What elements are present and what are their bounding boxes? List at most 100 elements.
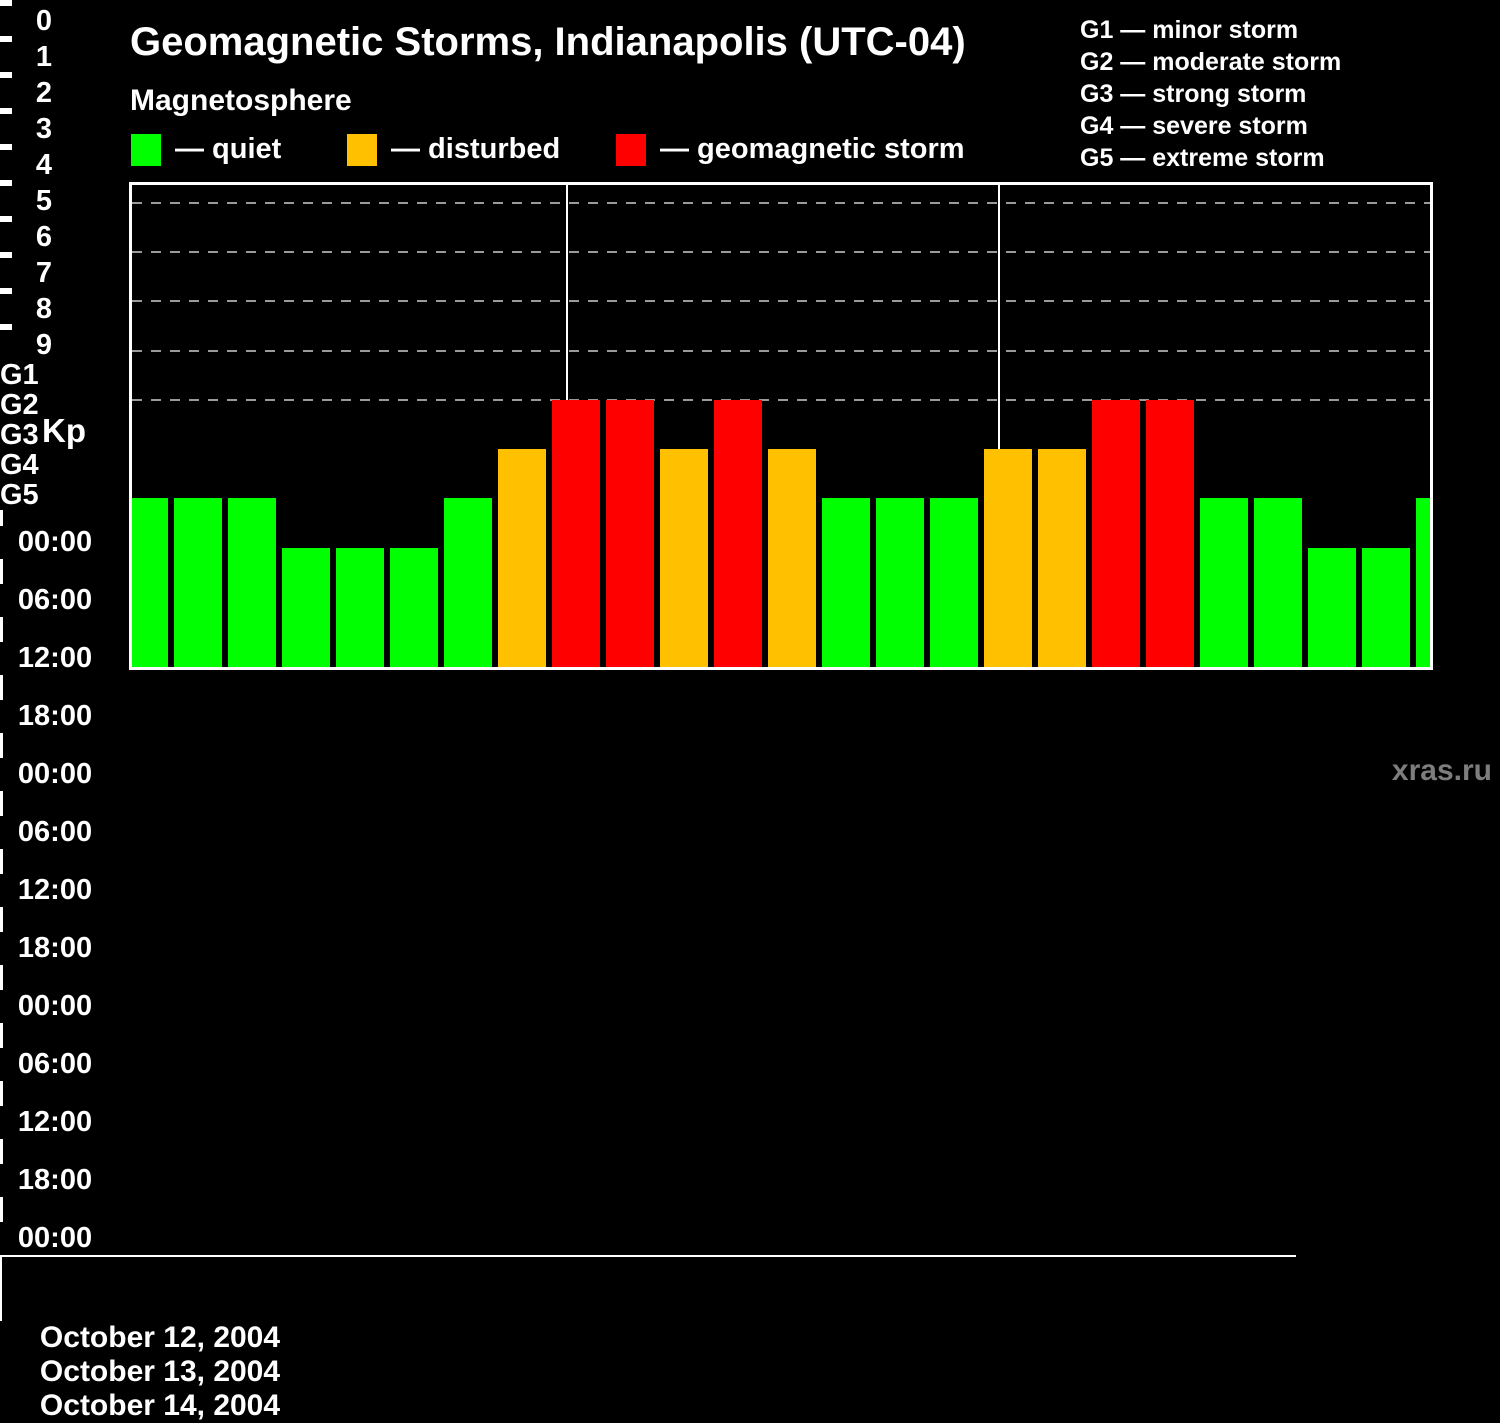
y-tick-right bbox=[0, 255, 12, 258]
kp-bar bbox=[930, 498, 978, 667]
x-tick-label: 18:00 bbox=[17, 1164, 93, 1196]
g-level-label-g1: G1 bbox=[0, 359, 39, 391]
kp-bar bbox=[660, 449, 708, 667]
g-level-label-g4: G4 bbox=[0, 449, 39, 481]
watermark: xras.ru bbox=[1391, 754, 1492, 787]
x-tick-label: 06:00 bbox=[17, 584, 93, 616]
x-tick bbox=[0, 568, 3, 584]
date-label: October 13, 2004 bbox=[39, 1355, 281, 1388]
legend-item-disturbed: — disturbed bbox=[347, 133, 560, 166]
x-tick bbox=[0, 510, 3, 526]
y-axis-label: Kp bbox=[42, 412, 86, 449]
disturbed-color-swatch bbox=[347, 133, 377, 166]
x-tick-label: 12:00 bbox=[17, 642, 93, 674]
x-tick-label: 00:00 bbox=[17, 758, 93, 790]
legend-item-quiet: — quiet bbox=[131, 133, 281, 166]
kp-bar bbox=[282, 547, 330, 667]
y-tick-left bbox=[0, 144, 12, 147]
x-tick bbox=[0, 1148, 3, 1164]
y-tick-right bbox=[0, 219, 12, 222]
kp-bar bbox=[876, 498, 924, 667]
kp-bar bbox=[984, 449, 1032, 667]
gridline-kp6 bbox=[132, 349, 1430, 352]
kp-bar bbox=[552, 399, 600, 667]
date-bracket-riser bbox=[0, 1257, 2, 1273]
y-tick-label: 4 bbox=[35, 149, 52, 181]
kp-bar bbox=[768, 449, 816, 667]
x-tick bbox=[0, 617, 3, 626]
day-separator-2 bbox=[998, 185, 1000, 667]
x-tick-label: 06:00 bbox=[17, 816, 93, 848]
kp-bar bbox=[132, 498, 168, 667]
y-tick-left bbox=[0, 216, 12, 219]
y-tick-left bbox=[0, 324, 12, 327]
kp-bar bbox=[1254, 498, 1302, 667]
x-tick-label: 00:00 bbox=[17, 1222, 93, 1254]
gridline-kp7 bbox=[132, 300, 1430, 303]
y-tick-left bbox=[0, 108, 12, 111]
x-tick bbox=[0, 849, 3, 858]
x-tick bbox=[0, 791, 3, 800]
x-tick bbox=[0, 1206, 3, 1222]
legend-label-quiet: — quiet bbox=[175, 133, 282, 165]
kp-bar bbox=[1146, 399, 1194, 667]
x-tick bbox=[0, 1023, 3, 1032]
storm-color-swatch bbox=[616, 133, 646, 166]
kp-bar bbox=[444, 498, 492, 667]
x-tick bbox=[0, 1139, 3, 1148]
y-tick-right bbox=[0, 3, 12, 6]
x-tick-label: 00:00 bbox=[17, 526, 93, 558]
g-level-label-g2: G2 bbox=[0, 389, 39, 421]
y-tick-label: 0 bbox=[35, 5, 52, 37]
y-tick-label: 7 bbox=[35, 257, 52, 289]
g-legend-line-g2: G2 — moderate storm bbox=[1080, 48, 1342, 76]
y-tick-right bbox=[0, 183, 12, 186]
g-level-label-g3: G3 bbox=[0, 419, 39, 451]
gridline-kp8 bbox=[132, 251, 1430, 254]
kp-bar bbox=[1092, 399, 1140, 667]
y-tick-label: 6 bbox=[35, 221, 52, 253]
x-tick bbox=[0, 800, 3, 816]
y-tick-label: 3 bbox=[35, 113, 52, 145]
y-tick-label: 9 bbox=[35, 329, 52, 361]
x-tick-label: 12:00 bbox=[17, 1106, 93, 1138]
kp-bar bbox=[390, 547, 438, 667]
g-legend-line-g5: G5 — extreme storm bbox=[1080, 144, 1325, 172]
date-bracket-riser bbox=[0, 1273, 2, 1289]
x-tick-label: 18:00 bbox=[17, 932, 93, 964]
g-legend-line-g3: G3 — strong storm bbox=[1080, 80, 1307, 108]
chart-subtitle: Magnetosphere bbox=[130, 84, 352, 117]
legend-label-storm: — geomagnetic storm bbox=[660, 133, 965, 165]
y-tick-label: 8 bbox=[35, 293, 52, 325]
g-legend-line-g4: G4 — severe storm bbox=[1080, 112, 1308, 140]
x-tick-label: 12:00 bbox=[17, 874, 93, 906]
x-tick bbox=[0, 742, 3, 758]
x-tick bbox=[0, 684, 3, 700]
x-tick bbox=[0, 626, 3, 642]
quiet-color-swatch bbox=[131, 133, 161, 166]
x-tick bbox=[0, 1032, 3, 1048]
y-tick-right bbox=[0, 327, 12, 330]
y-tick-right bbox=[0, 75, 12, 78]
x-tick bbox=[0, 559, 3, 568]
x-tick bbox=[0, 974, 3, 990]
g-legend-line-g1: G1 — minor storm bbox=[1080, 16, 1299, 44]
y-tick-left bbox=[0, 252, 12, 255]
kp-bar bbox=[498, 449, 546, 667]
date-bracket-riser bbox=[0, 1289, 2, 1305]
x-tick-label: 18:00 bbox=[17, 700, 93, 732]
kp-bar bbox=[1416, 498, 1430, 667]
y-tick-left bbox=[0, 0, 12, 3]
x-tick bbox=[0, 965, 3, 974]
x-tick bbox=[0, 1081, 3, 1090]
y-tick-left bbox=[0, 180, 12, 183]
x-tick bbox=[0, 1197, 3, 1206]
y-tick-label: 2 bbox=[35, 77, 52, 109]
kp-bar bbox=[1362, 547, 1410, 667]
x-tick bbox=[0, 916, 3, 932]
date-label: October 14, 2004 bbox=[39, 1389, 281, 1422]
page-title: Geomagnetic Storms, Indianapolis (UTC-04… bbox=[130, 20, 966, 64]
date-bracket-riser bbox=[0, 1305, 2, 1321]
gridline-kp5 bbox=[132, 398, 1430, 401]
